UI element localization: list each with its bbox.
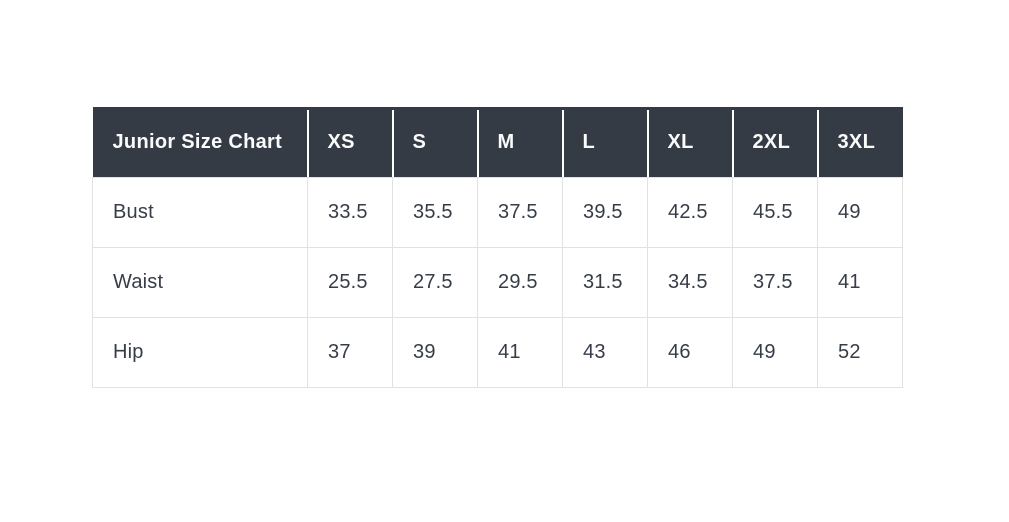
row-label-cell: Waist	[92, 247, 308, 318]
header-cell-size-3xl: 3XL	[816, 107, 903, 178]
table-row-bust: Bust 33.5 35.5 37.5 39.5 42.5 45.5 49	[92, 177, 903, 248]
size-value-cell: 46	[647, 317, 733, 388]
size-value-cell: 41	[477, 317, 563, 388]
header-cell-size-m: M	[476, 107, 563, 178]
row-label-cell: Hip	[92, 317, 308, 388]
size-value-cell: 29.5	[477, 247, 563, 318]
header-cell-size-l: L	[561, 107, 648, 178]
size-value-cell: 31.5	[562, 247, 648, 318]
table-header-row: Junior Size Chart XS S M L XL 2XL 3XL	[92, 107, 903, 178]
size-value-cell: 35.5	[392, 177, 478, 248]
header-cell-size-s: S	[391, 107, 478, 178]
size-value-cell: 25.5	[307, 247, 393, 318]
size-value-cell: 37	[307, 317, 393, 388]
table-row-hip: Hip 37 39 41 43 46 49 52	[92, 317, 903, 388]
header-cell-size-xs: XS	[306, 107, 393, 178]
size-value-cell: 37.5	[732, 247, 818, 318]
size-value-cell: 39.5	[562, 177, 648, 248]
size-value-cell: 41	[817, 247, 903, 318]
header-cell-size-2xl: 2XL	[731, 107, 818, 178]
row-label-cell: Bust	[92, 177, 308, 248]
size-value-cell: 45.5	[732, 177, 818, 248]
size-value-cell: 49	[732, 317, 818, 388]
size-value-cell: 52	[817, 317, 903, 388]
size-chart-table: Junior Size Chart XS S M L XL 2XL 3XL Bu…	[92, 107, 903, 388]
size-value-cell: 39	[392, 317, 478, 388]
size-value-cell: 49	[817, 177, 903, 248]
table-row-waist: Waist 25.5 27.5 29.5 31.5 34.5 37.5 41	[92, 247, 903, 318]
header-cell-title: Junior Size Chart	[92, 107, 308, 178]
size-value-cell: 34.5	[647, 247, 733, 318]
size-value-cell: 27.5	[392, 247, 478, 318]
header-cell-size-xl: XL	[646, 107, 733, 178]
size-value-cell: 33.5	[307, 177, 393, 248]
size-value-cell: 37.5	[477, 177, 563, 248]
size-value-cell: 42.5	[647, 177, 733, 248]
size-value-cell: 43	[562, 317, 648, 388]
size-chart-container: Junior Size Chart XS S M L XL 2XL 3XL Bu…	[92, 107, 903, 388]
